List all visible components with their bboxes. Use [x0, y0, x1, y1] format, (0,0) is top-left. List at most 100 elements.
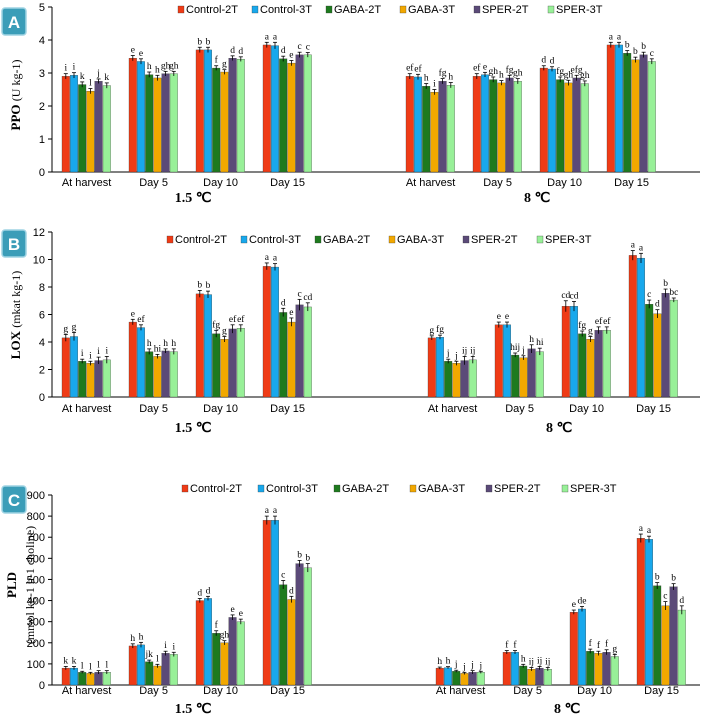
bar-sper-2t[interactable] — [161, 73, 170, 173]
bar-control-2t[interactable] — [195, 293, 204, 398]
bar-sper-3t[interactable] — [303, 306, 312, 398]
bar-gaba-3t[interactable] — [86, 91, 95, 173]
bar-sper-2t[interactable] — [661, 293, 670, 398]
bar-gaba-2t[interactable] — [578, 333, 587, 398]
bar-control-3t[interactable] — [204, 598, 212, 686]
bar-sper-3t[interactable] — [446, 85, 455, 173]
bar-control-3t[interactable] — [137, 644, 145, 686]
bar-control-3t[interactable] — [70, 336, 78, 398]
bar-control-3t[interactable] — [271, 266, 279, 398]
bar-sper-3t[interactable] — [236, 328, 245, 398]
bar-gaba-2t[interactable] — [212, 67, 221, 173]
bar-control-2t[interactable] — [472, 76, 481, 173]
bar-gaba-3t[interactable] — [86, 363, 95, 398]
bar-gaba-2t[interactable] — [422, 86, 431, 173]
bar-control-2t[interactable] — [128, 645, 137, 686]
bar-gaba-2t[interactable] — [653, 585, 662, 686]
bar-control-2t[interactable] — [606, 44, 615, 173]
bar-gaba-2t[interactable] — [556, 79, 565, 173]
bar-sper-3t[interactable] — [236, 58, 245, 173]
bar-gaba-3t[interactable] — [153, 356, 162, 398]
bar-gaba-3t[interactable] — [527, 669, 536, 686]
bar-sper-3t[interactable] — [543, 669, 552, 686]
bar-control-3t[interactable] — [570, 306, 578, 398]
bar-sper-2t[interactable] — [438, 81, 447, 173]
bar-control-3t[interactable] — [615, 44, 623, 173]
bar-gaba-2t[interactable] — [78, 672, 87, 686]
bar-gaba-2t[interactable] — [645, 304, 654, 398]
bar-gaba-2t[interactable] — [452, 671, 461, 686]
bar-sper-2t[interactable] — [594, 330, 603, 398]
bar-control-3t[interactable] — [137, 327, 145, 398]
bar-sper-2t[interactable] — [228, 328, 237, 398]
bar-control-3t[interactable] — [578, 608, 586, 686]
bar-sper-3t[interactable] — [169, 351, 178, 398]
bar-sper-3t[interactable] — [303, 567, 312, 686]
bar-gaba-3t[interactable] — [153, 665, 162, 686]
bar-control-2t[interactable] — [405, 76, 414, 173]
bar-control-2t[interactable] — [262, 520, 271, 686]
bar-sper-2t[interactable] — [161, 653, 170, 686]
bar-gaba-2t[interactable] — [444, 361, 453, 398]
bar-control-2t[interactable] — [636, 538, 645, 686]
bar-control-3t[interactable] — [444, 667, 452, 686]
bar-gaba-3t[interactable] — [564, 82, 573, 173]
bar-gaba-2t[interactable] — [279, 58, 288, 173]
bar-control-2t[interactable] — [435, 667, 444, 686]
bar-gaba-3t[interactable] — [452, 363, 461, 398]
bar-gaba-3t[interactable] — [653, 313, 662, 398]
bar-sper-3t[interactable] — [513, 81, 522, 173]
bar-sper-2t[interactable] — [505, 77, 514, 173]
bar-gaba-3t[interactable] — [287, 321, 296, 398]
bar-gaba-3t[interactable] — [460, 673, 469, 686]
bar-gaba-2t[interactable] — [145, 661, 154, 686]
bar-control-2t[interactable] — [494, 324, 503, 398]
bar-gaba-3t[interactable] — [287, 62, 296, 173]
bar-gaba-3t[interactable] — [631, 59, 640, 173]
bar-sper-2t[interactable] — [468, 672, 477, 686]
bar-sper-3t[interactable] — [169, 654, 178, 686]
bar-control-3t[interactable] — [414, 76, 422, 173]
bar-control-3t[interactable] — [271, 520, 279, 686]
bar-gaba-3t[interactable] — [497, 82, 506, 173]
bar-gaba-2t[interactable] — [145, 74, 154, 173]
bar-control-3t[interactable] — [481, 74, 489, 173]
bar-sper-2t[interactable] — [639, 54, 648, 173]
bar-sper-2t[interactable] — [94, 672, 103, 686]
bar-gaba-3t[interactable] — [594, 653, 603, 686]
bar-sper-2t[interactable] — [228, 617, 237, 686]
bar-gaba-3t[interactable] — [153, 77, 162, 173]
bar-control-2t[interactable] — [539, 67, 548, 173]
bar-gaba-2t[interactable] — [279, 312, 288, 398]
bar-sper-3t[interactable] — [669, 299, 678, 398]
bar-control-3t[interactable] — [70, 667, 78, 686]
bar-gaba-2t[interactable] — [519, 665, 528, 686]
bar-control-2t[interactable] — [427, 337, 436, 398]
bar-sper-3t[interactable] — [476, 672, 485, 686]
bar-gaba-2t[interactable] — [279, 584, 288, 686]
bar-sper-2t[interactable] — [572, 77, 581, 173]
bar-control-3t[interactable] — [70, 75, 78, 173]
bar-sper-3t[interactable] — [580, 83, 589, 173]
bar-sper-2t[interactable] — [228, 58, 237, 173]
bar-control-3t[interactable] — [204, 49, 212, 173]
bar-sper-3t[interactable] — [677, 609, 686, 686]
bar-gaba-3t[interactable] — [220, 71, 229, 173]
bar-control-2t[interactable] — [61, 337, 70, 398]
bar-gaba-2t[interactable] — [78, 84, 87, 173]
bar-sper-3t[interactable] — [468, 359, 477, 398]
bar-control-2t[interactable] — [128, 321, 137, 398]
bar-control-2t[interactable] — [128, 58, 137, 173]
bar-sper-2t[interactable] — [161, 350, 170, 398]
bar-sper-3t[interactable] — [602, 330, 611, 398]
bar-gaba-2t[interactable] — [145, 351, 154, 398]
bar-control-2t[interactable] — [561, 306, 570, 398]
bar-sper-2t[interactable] — [535, 667, 544, 686]
bar-sper-3t[interactable] — [647, 61, 656, 173]
bar-control-2t[interactable] — [61, 667, 70, 686]
bar-gaba-3t[interactable] — [220, 339, 229, 398]
bar-gaba-2t[interactable] — [78, 361, 87, 398]
bar-gaba-3t[interactable] — [661, 605, 670, 686]
bar-control-2t[interactable] — [61, 76, 70, 173]
bar-sper-3t[interactable] — [535, 351, 544, 398]
